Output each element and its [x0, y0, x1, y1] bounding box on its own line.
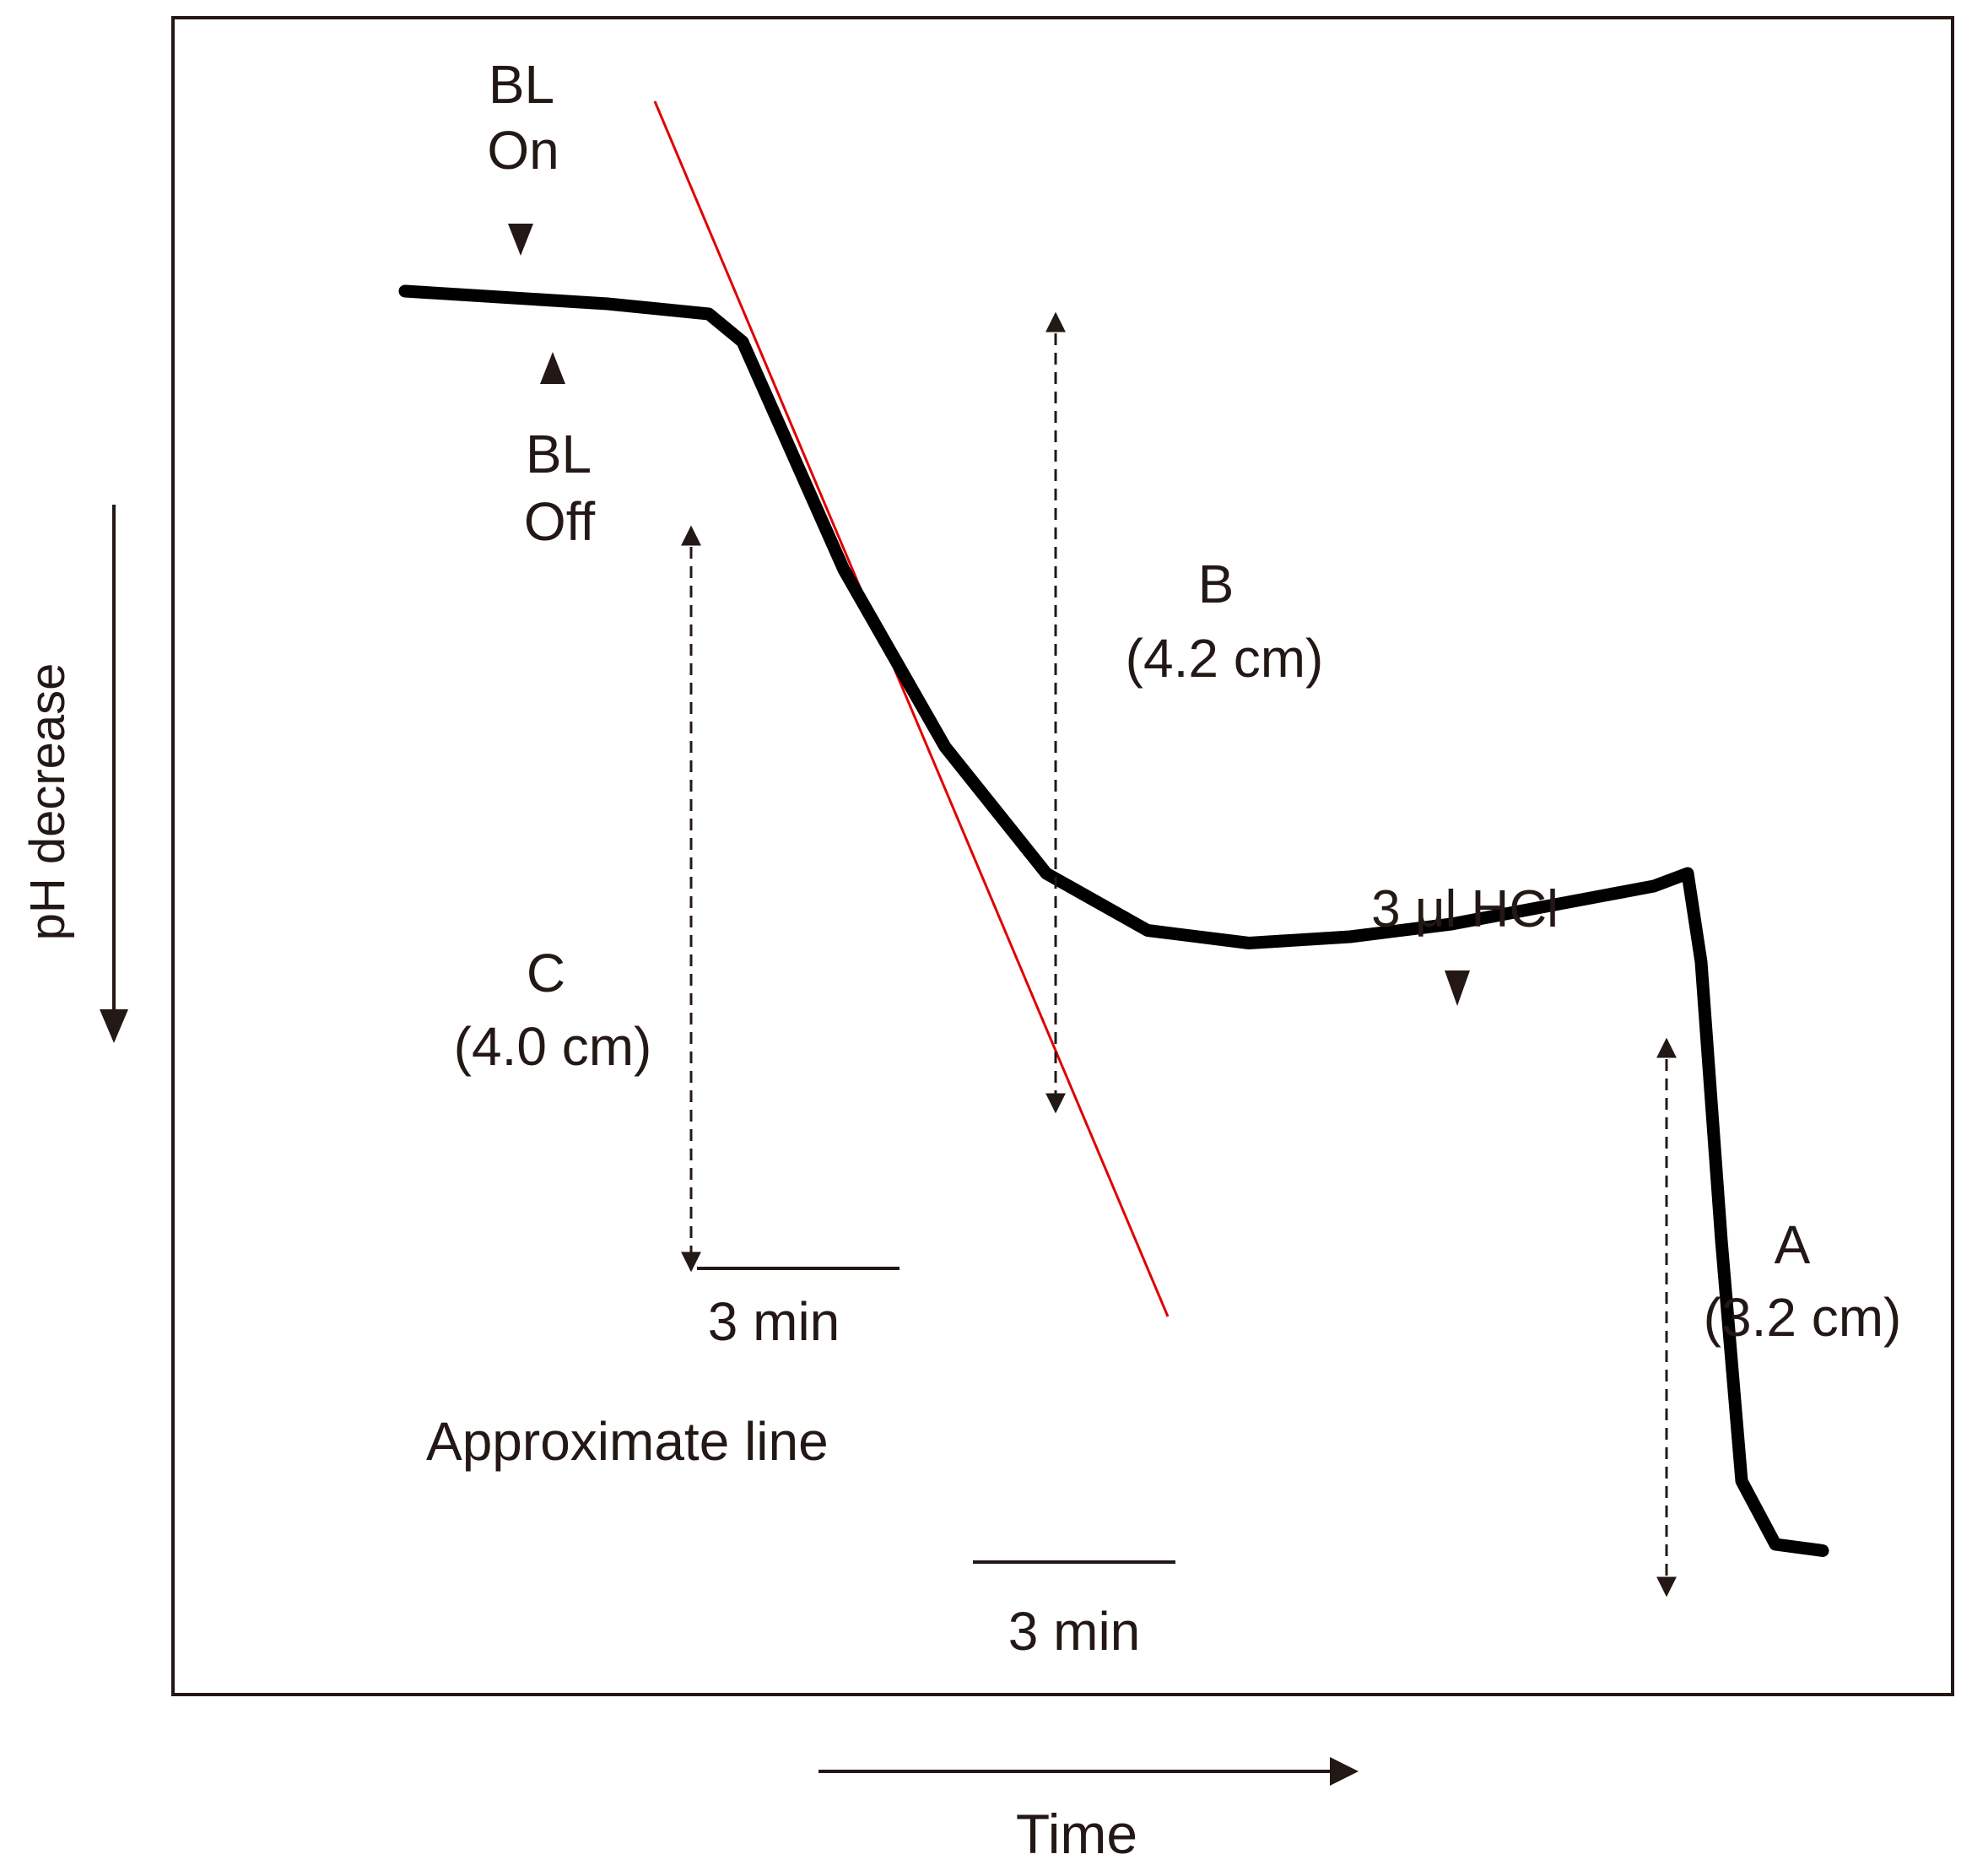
- hcl-label: 3 μl HCl: [1371, 880, 1559, 938]
- bl-off-marker: [540, 352, 565, 384]
- ph-trace-series: [398, 284, 1829, 1557]
- scale-bar-1-label: 3 min: [708, 1291, 840, 1352]
- approximate-line: [653, 100, 1170, 1317]
- bl-on-label-line2: On: [487, 120, 559, 181]
- x-axis-label: Time: [1016, 1803, 1137, 1865]
- bl-off-label-line2: Off: [524, 491, 595, 552]
- bl-on-label-line1: BL: [489, 54, 554, 115]
- measurement-c-value: (4.0 cm): [454, 1016, 652, 1077]
- y-axis-arrowhead: [100, 1009, 128, 1043]
- measurement-b-value: (4.2 cm): [1126, 628, 1324, 689]
- approximate-line-label: Approximate line: [426, 1411, 829, 1472]
- measurement-c-letter: C: [527, 943, 565, 1003]
- measurement-a-value: (3.2 cm): [1704, 1287, 1902, 1348]
- x-axis-arrowhead: [1330, 1757, 1359, 1786]
- measurement-a-letter: A: [1775, 1214, 1811, 1275]
- bl-on-marker: [508, 224, 533, 256]
- bl-off-label-line1: BL: [526, 424, 592, 484]
- hcl-marker: [1445, 970, 1470, 1006]
- y-axis-label: pH decrease: [20, 663, 75, 941]
- scale-bar-2-label: 3 min: [1008, 1601, 1141, 1662]
- plot-frame: [171, 16, 1954, 1696]
- measurement-b-letter: B: [1198, 554, 1235, 614]
